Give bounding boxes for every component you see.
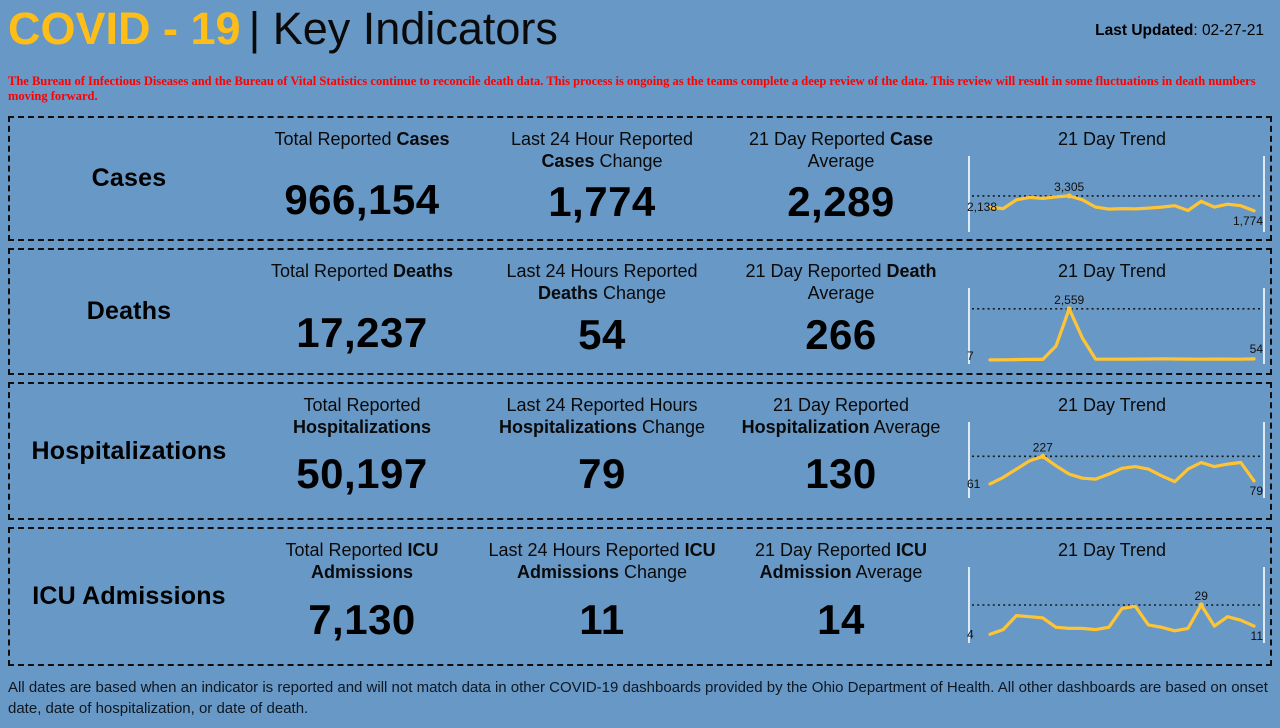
trend-title: 21 Day Trend	[1057, 540, 1167, 560]
svg-text:2,138: 2,138	[967, 200, 997, 214]
stat-value: 11	[579, 595, 625, 643]
row-label-icu-admissions: ICU Admissions	[32, 582, 226, 610]
stat-header: Total Reported ICU Admissions	[285, 540, 439, 582]
deaths-trend: 21 Day Trend 7 2,559 54	[954, 250, 1270, 373]
svg-text:79: 79	[1250, 484, 1264, 498]
icu-total-stat: Total Reported ICU Admissions 7,130	[248, 529, 476, 664]
page-title: COVID - 19 | Key Indicators	[8, 3, 1270, 54]
indicator-row-icu-admissions: ICU Admissions Total Reported ICU Admiss…	[8, 527, 1272, 666]
covid-title-accent: COVID - 19	[8, 3, 241, 54]
stat-header: Last 24 Hours Reported ICU Admissions Ch…	[488, 540, 716, 582]
page-title-rest: | Key Indicators	[248, 3, 558, 54]
cases-total-stat: Total Reported Cases 966,154	[248, 118, 476, 239]
stat-value: 2,289	[787, 177, 895, 225]
indicator-row-deaths: Deaths Total Reported Deaths 17,237 Last…	[8, 248, 1272, 375]
cases-change-stat: Last 24 Hour Reported Cases Change 1,774	[476, 118, 728, 239]
stat-value: 79	[578, 450, 626, 498]
stat-value: 130	[805, 450, 877, 498]
stat-value: 266	[805, 310, 877, 358]
stat-header: 21 Day Reported Case Average	[748, 129, 934, 171]
stat-header: Total Reported Cases	[274, 129, 450, 149]
row-label-hospitalizations: Hospitalizations	[31, 436, 227, 465]
hospitalizations-change-stat: Last 24 Reported Hours Hospitalizations …	[476, 384, 728, 518]
icu-trend: 21 Day Trend 4 29 11	[954, 529, 1270, 664]
stat-value: 54	[578, 310, 626, 358]
icu-trend-chart[interactable]: 4 29 11	[966, 565, 1268, 645]
stat-value: 966,154	[284, 176, 440, 223]
stat-header: 21 Day Reported Death Average	[745, 261, 937, 303]
stat-value: 17,237	[296, 309, 428, 356]
deaths-trend-chart[interactable]: 7 2,559 54	[966, 286, 1268, 366]
stat-header: Last 24 Hours Reported Deaths Change	[506, 261, 698, 303]
stat-header: Total Reported Hospitalizations	[292, 395, 431, 437]
svg-text:2,559: 2,559	[1054, 293, 1084, 307]
stat-header: 21 Day Reported ICU Admission Average	[754, 540, 928, 582]
svg-text:3,305: 3,305	[1054, 180, 1084, 194]
hospitalizations-trend-chart[interactable]: 61 227 79	[966, 420, 1268, 500]
hospitalizations-total-stat: Total Reported Hospitalizations 50,197	[248, 384, 476, 518]
svg-text:61: 61	[967, 477, 981, 491]
cases-average-stat: 21 Day Reported Case Average 2,289	[728, 118, 954, 239]
stat-value: 7,130	[308, 595, 416, 643]
indicator-row-hospitalizations: Hospitalizations Total Reported Hospital…	[8, 382, 1272, 520]
svg-text:7: 7	[967, 349, 974, 363]
last-updated-value: : 02-27-21	[1193, 22, 1264, 39]
hospitalizations-average-stat: 21 Day Reported Hospitalization Average …	[728, 384, 954, 518]
svg-text:29: 29	[1195, 589, 1209, 603]
footer-note: All dates are based when an indicator is…	[8, 679, 1268, 717]
death-data-disclaimer: The Bureau of Infectious Diseases and th…	[8, 74, 1256, 103]
indicator-rows: Cases Total Reported Cases 966,154 Last …	[8, 116, 1272, 666]
indicator-row-cases: Cases Total Reported Cases 966,154 Last …	[8, 116, 1272, 241]
last-updated: Last Updated: 02-27-21	[1095, 22, 1264, 40]
deaths-change-stat: Last 24 Hours Reported Deaths Change 54	[476, 250, 728, 373]
trend-title: 21 Day Trend	[1057, 129, 1167, 149]
deaths-total-stat: Total Reported Deaths 17,237	[248, 250, 476, 373]
stat-value: 50,197	[296, 450, 428, 498]
stat-value: 14	[817, 595, 865, 643]
svg-text:4: 4	[967, 627, 974, 641]
svg-text:11: 11	[1251, 629, 1264, 643]
stat-header: Last 24 Reported Hours Hospitalizations …	[498, 395, 706, 437]
stat-header: Total Reported Deaths	[270, 261, 454, 281]
stat-header: Last 24 Hour Reported Cases Change	[510, 129, 694, 171]
icu-average-stat: 21 Day Reported ICU Admission Average 14	[728, 529, 954, 664]
cases-trend: 21 Day Trend 2,138 3,305 1,774	[954, 118, 1270, 239]
trend-title: 21 Day Trend	[1057, 395, 1167, 415]
svg-text:1,774: 1,774	[1233, 214, 1263, 228]
last-updated-label: Last Updated	[1095, 22, 1194, 39]
cases-trend-chart[interactable]: 2,138 3,305 1,774	[966, 154, 1268, 234]
svg-text:54: 54	[1250, 342, 1264, 356]
svg-text:227: 227	[1033, 440, 1053, 454]
hospitalizations-trend: 21 Day Trend 61 227 79	[954, 384, 1270, 518]
row-label-deaths: Deaths	[86, 297, 172, 325]
trend-title: 21 Day Trend	[1057, 261, 1167, 281]
row-label-cases: Cases	[91, 164, 167, 192]
stat-header: 21 Day Reported Hospitalization Average	[741, 395, 941, 437]
dashboard-header: COVID - 19 | Key Indicators Last Updated:…	[0, 0, 1280, 64]
deaths-average-stat: 21 Day Reported Death Average 266	[728, 250, 954, 373]
icu-change-stat: Last 24 Hours Reported ICU Admissions Ch…	[476, 529, 728, 664]
stat-value: 1,774	[548, 177, 656, 225]
